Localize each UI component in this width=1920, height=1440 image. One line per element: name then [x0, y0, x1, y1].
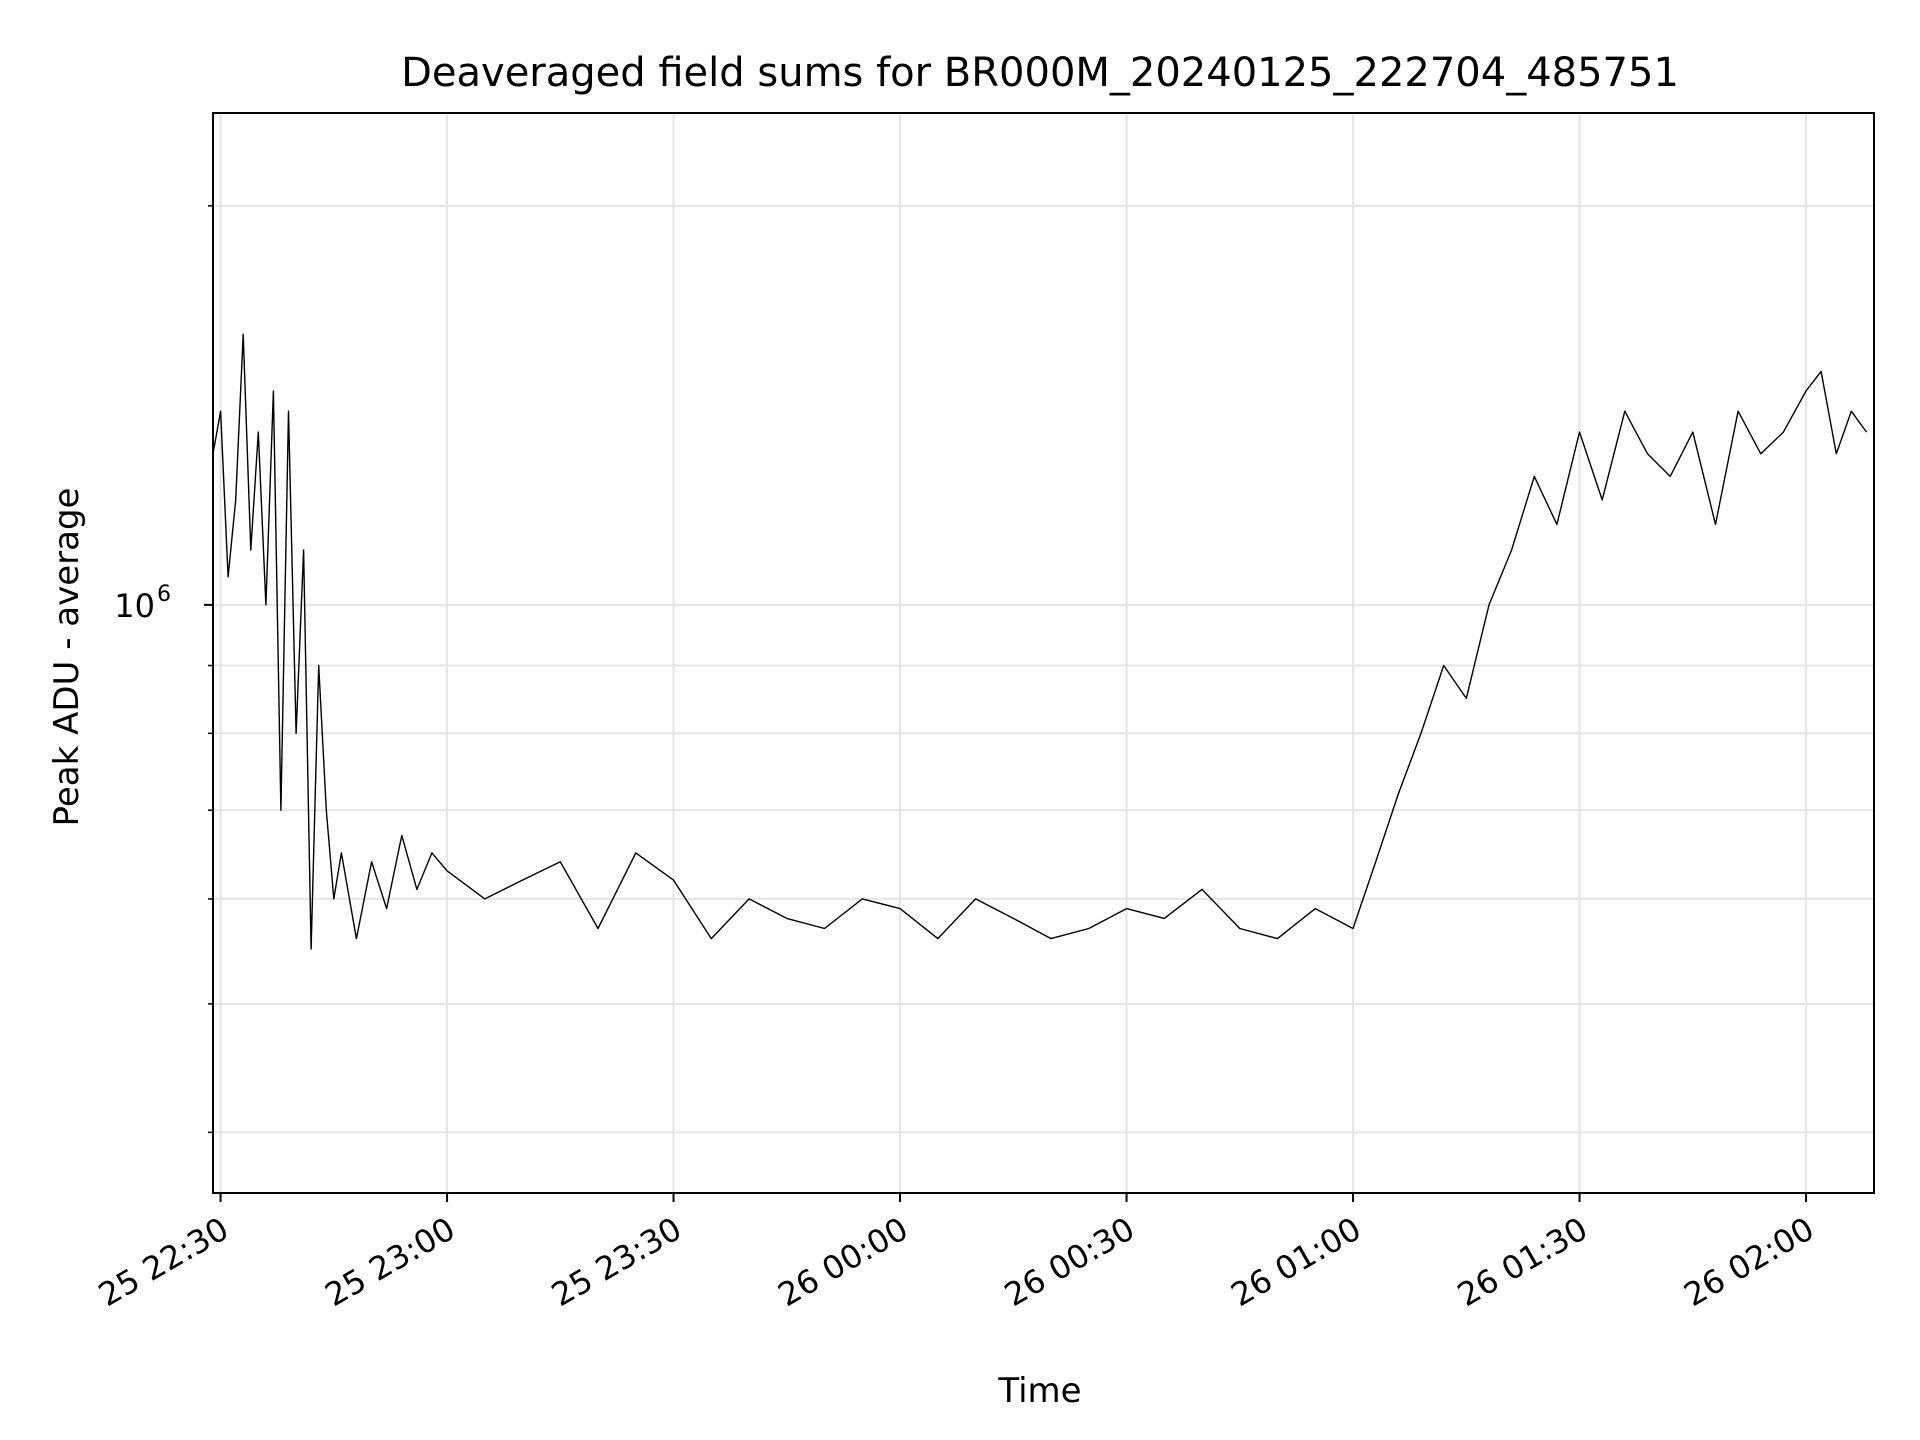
y-tick-label-base: 10 [114, 587, 155, 625]
y-tick-label-exponent: 6 [157, 582, 171, 607]
y-tick-label: 10 [114, 587, 155, 625]
series-layer [212, 333, 1868, 950]
plot-frame [212, 112, 1875, 1194]
grid [213, 113, 1874, 1193]
y-axis-label: Peak ADU - average [47, 488, 87, 827]
series-line [212, 333, 1868, 950]
x-axis-label: Time [997, 1371, 1081, 1411]
chart-title: Deaveraged field sums for BR000M_2024012… [401, 50, 1679, 96]
